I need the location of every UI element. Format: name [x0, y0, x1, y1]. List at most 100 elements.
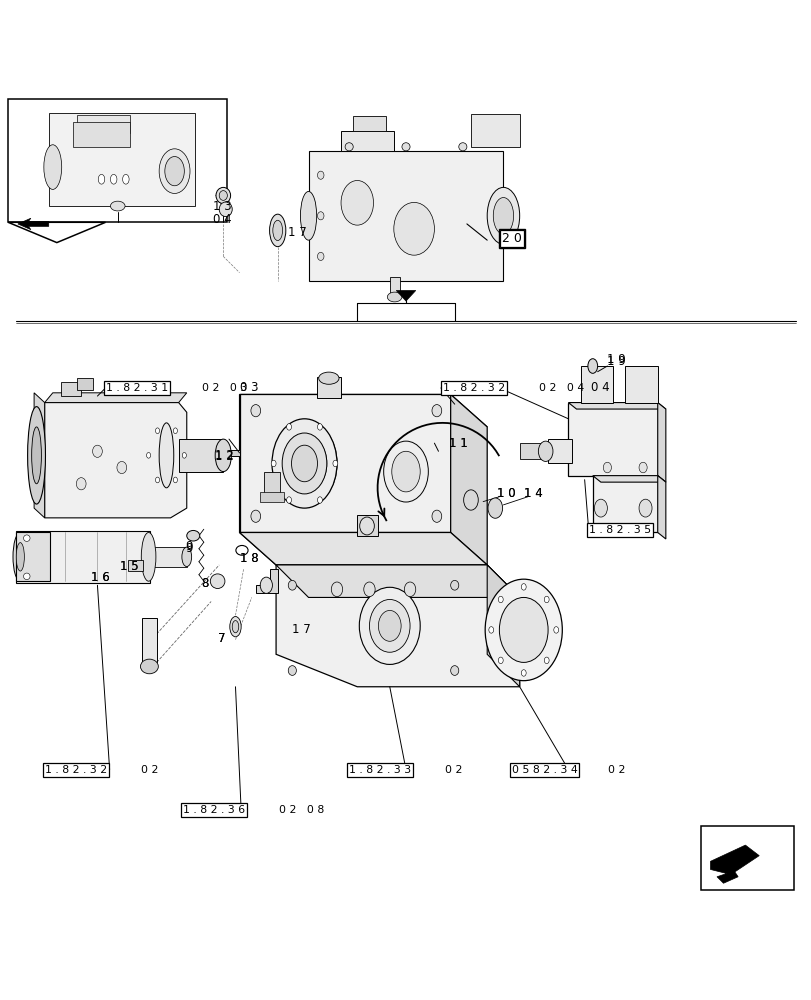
- Text: 1 9: 1 9: [607, 355, 625, 368]
- Ellipse shape: [498, 596, 503, 603]
- Ellipse shape: [499, 597, 547, 662]
- Bar: [77, 115, 130, 133]
- Ellipse shape: [16, 543, 24, 571]
- Ellipse shape: [603, 462, 611, 473]
- Ellipse shape: [173, 428, 177, 434]
- Ellipse shape: [251, 405, 260, 417]
- Ellipse shape: [280, 423, 337, 504]
- Polygon shape: [568, 403, 665, 409]
- Bar: [264, 472, 280, 496]
- Polygon shape: [657, 403, 665, 482]
- Text: 1 5: 1 5: [120, 560, 139, 573]
- Ellipse shape: [155, 428, 160, 434]
- Ellipse shape: [387, 292, 401, 302]
- Ellipse shape: [358, 587, 420, 664]
- Text: 1 1: 1 1: [448, 437, 467, 450]
- Text: 1 6: 1 6: [91, 571, 109, 584]
- Ellipse shape: [76, 478, 86, 490]
- Ellipse shape: [345, 143, 353, 151]
- Ellipse shape: [487, 498, 502, 518]
- Text: 1 . 8 2 . 3 5: 1 . 8 2 . 3 5: [588, 525, 650, 535]
- Bar: [178, 439, 223, 472]
- Ellipse shape: [319, 372, 339, 384]
- Polygon shape: [450, 394, 487, 565]
- Bar: [547, 439, 572, 463]
- Bar: [73, 122, 130, 147]
- Text: 1 3: 1 3: [212, 200, 231, 213]
- Ellipse shape: [290, 437, 326, 490]
- Ellipse shape: [553, 627, 558, 633]
- Ellipse shape: [450, 580, 458, 590]
- Ellipse shape: [450, 666, 458, 675]
- Ellipse shape: [32, 427, 41, 484]
- Ellipse shape: [110, 174, 117, 184]
- Text: 0 4: 0 4: [212, 213, 231, 226]
- Ellipse shape: [587, 359, 597, 373]
- Ellipse shape: [431, 405, 441, 417]
- Text: 2 0: 2 0: [501, 232, 521, 245]
- Ellipse shape: [146, 452, 151, 458]
- Ellipse shape: [431, 510, 441, 522]
- Ellipse shape: [165, 157, 184, 186]
- Polygon shape: [8, 222, 105, 243]
- Text: 1 7: 1 7: [288, 226, 307, 239]
- Polygon shape: [61, 382, 81, 396]
- Ellipse shape: [272, 220, 282, 241]
- Polygon shape: [239, 394, 450, 532]
- Ellipse shape: [538, 441, 552, 461]
- Ellipse shape: [317, 252, 324, 260]
- Ellipse shape: [187, 530, 200, 541]
- Bar: [128, 560, 143, 571]
- Bar: [260, 492, 284, 502]
- Text: 1 8: 1 8: [239, 552, 258, 565]
- Ellipse shape: [378, 610, 401, 641]
- Text: 1 2: 1 2: [215, 450, 234, 463]
- Text: 9: 9: [185, 540, 192, 553]
- Bar: [219, 450, 239, 456]
- Bar: [389, 277, 399, 297]
- Text: 1 2: 1 2: [215, 449, 234, 462]
- Polygon shape: [519, 443, 547, 459]
- Ellipse shape: [272, 419, 337, 508]
- Ellipse shape: [28, 407, 45, 504]
- Ellipse shape: [594, 499, 607, 517]
- Ellipse shape: [487, 187, 519, 244]
- Ellipse shape: [232, 621, 238, 633]
- Text: 1 9: 1 9: [606, 353, 624, 366]
- Text: 1 . 8 2 . 3 2: 1 . 8 2 . 3 2: [442, 383, 504, 393]
- Text: 1 0: 1 0: [496, 487, 515, 500]
- Ellipse shape: [369, 599, 410, 652]
- Polygon shape: [276, 565, 519, 597]
- Ellipse shape: [271, 460, 276, 467]
- Bar: [16, 532, 50, 581]
- Ellipse shape: [463, 490, 478, 510]
- Text: 7: 7: [217, 632, 225, 645]
- Ellipse shape: [393, 202, 434, 255]
- Text: 0 2   0 8: 0 2 0 8: [279, 805, 324, 815]
- Ellipse shape: [488, 627, 493, 633]
- Polygon shape: [239, 532, 487, 565]
- Ellipse shape: [288, 580, 296, 590]
- Bar: [142, 618, 157, 662]
- Polygon shape: [239, 394, 487, 427]
- Ellipse shape: [317, 171, 324, 179]
- Polygon shape: [18, 218, 49, 230]
- Polygon shape: [568, 403, 657, 476]
- Polygon shape: [16, 531, 150, 583]
- Polygon shape: [592, 476, 657, 532]
- Text: 0 2: 0 2: [445, 765, 462, 775]
- Ellipse shape: [182, 452, 186, 458]
- Text: 1 1: 1 1: [448, 437, 467, 450]
- Ellipse shape: [141, 532, 156, 581]
- Text: 7: 7: [217, 632, 225, 645]
- Ellipse shape: [288, 666, 296, 675]
- Ellipse shape: [92, 445, 102, 457]
- Ellipse shape: [286, 424, 291, 430]
- Bar: [357, 515, 377, 536]
- Bar: [341, 131, 393, 151]
- Text: 1 7: 1 7: [292, 623, 311, 636]
- Polygon shape: [239, 394, 276, 565]
- Bar: [308, 151, 503, 281]
- Ellipse shape: [159, 149, 190, 193]
- Ellipse shape: [521, 670, 526, 676]
